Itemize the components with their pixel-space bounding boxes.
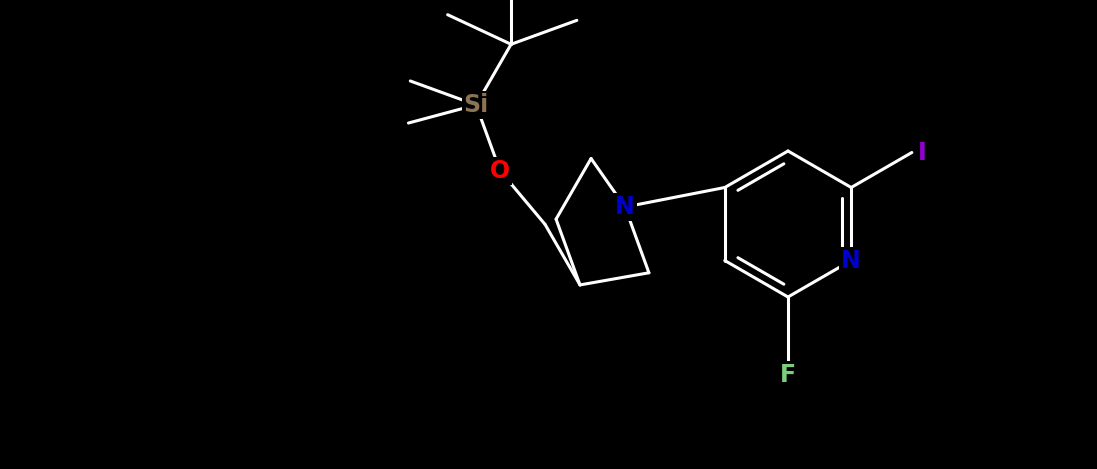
Text: F: F [780,363,796,387]
Text: O: O [490,159,510,183]
Text: N: N [841,249,861,272]
Text: Si: Si [463,93,488,117]
Text: I: I [917,141,926,165]
Text: N: N [615,195,635,219]
